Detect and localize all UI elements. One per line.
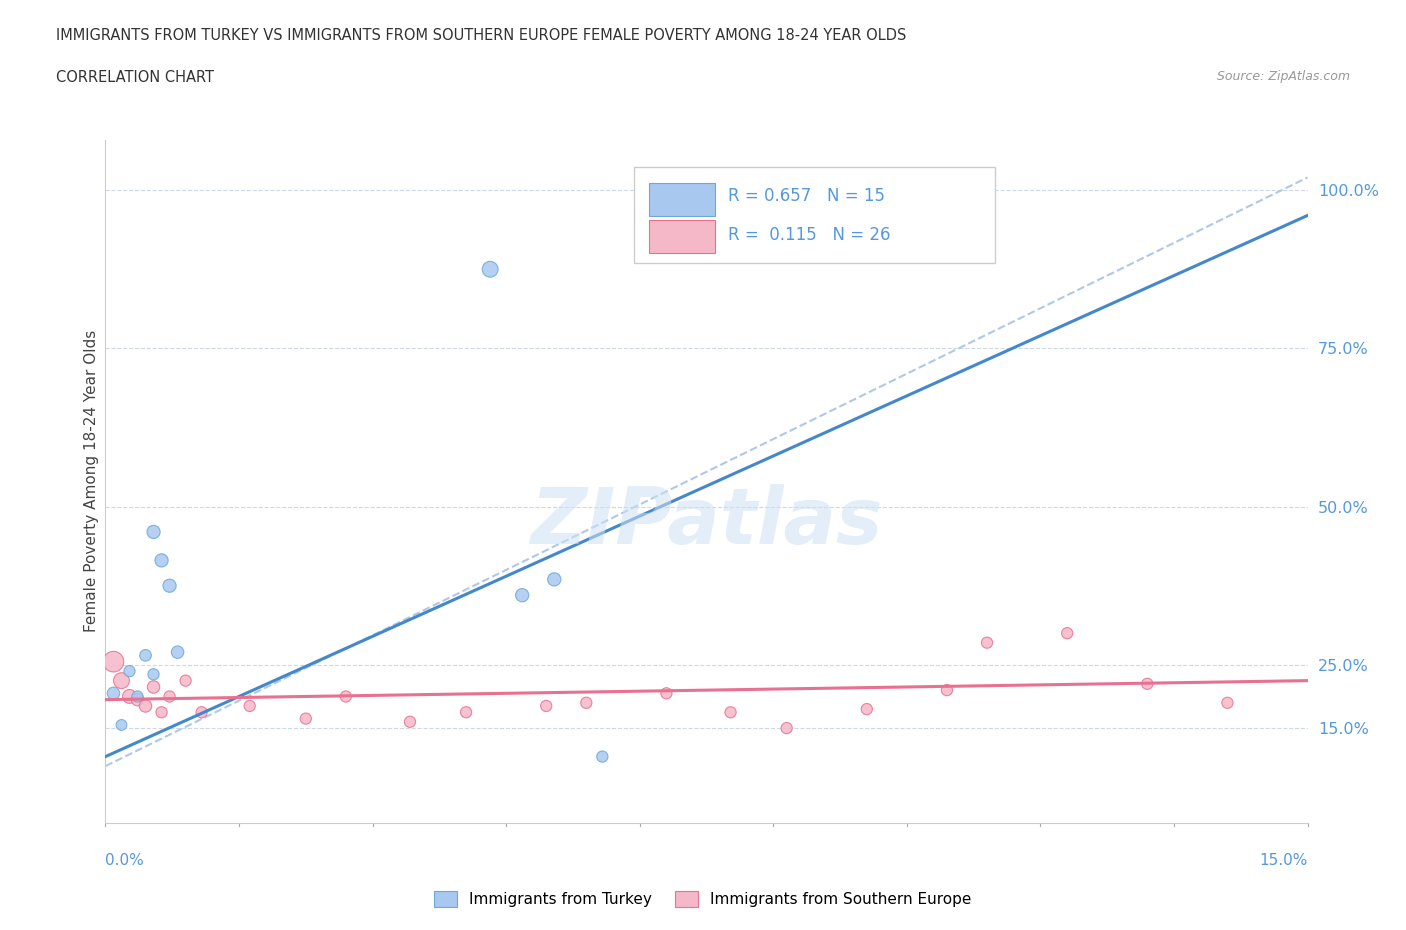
Point — [976, 635, 998, 650]
Point — [150, 705, 173, 720]
Point — [454, 705, 477, 720]
Point — [1216, 696, 1239, 711]
Point — [118, 689, 141, 704]
Point — [1136, 676, 1159, 691]
Point — [103, 685, 125, 700]
FancyBboxPatch shape — [648, 220, 714, 253]
Y-axis label: Female Poverty Among 18-24 Year Olds: Female Poverty Among 18-24 Year Olds — [84, 330, 98, 632]
Text: R =  0.115   N = 26: R = 0.115 N = 26 — [728, 226, 890, 245]
Point — [239, 698, 262, 713]
Point — [776, 721, 799, 736]
Point — [855, 702, 877, 717]
Point — [510, 588, 533, 603]
Point — [190, 705, 212, 720]
Point — [543, 572, 565, 587]
Point — [399, 714, 422, 729]
Point — [720, 705, 742, 720]
Point — [655, 685, 678, 700]
Text: R = 0.657   N = 15: R = 0.657 N = 15 — [728, 187, 886, 205]
Point — [936, 683, 959, 698]
Point — [135, 698, 157, 713]
Point — [479, 262, 502, 277]
Point — [110, 673, 132, 688]
Point — [174, 673, 197, 688]
Legend: Immigrants from Turkey, Immigrants from Southern Europe: Immigrants from Turkey, Immigrants from … — [429, 884, 977, 913]
Point — [103, 654, 125, 669]
Point — [166, 644, 188, 659]
Point — [135, 648, 157, 663]
Point — [142, 667, 165, 682]
Text: 15.0%: 15.0% — [1260, 853, 1308, 868]
Point — [575, 696, 598, 711]
Point — [1056, 626, 1078, 641]
Point — [824, 195, 846, 210]
Point — [335, 689, 357, 704]
Point — [591, 750, 613, 764]
Point — [127, 689, 149, 704]
Point — [534, 698, 557, 713]
Point — [110, 718, 132, 733]
Point — [159, 689, 181, 704]
FancyBboxPatch shape — [648, 183, 714, 216]
Point — [118, 664, 141, 679]
Point — [142, 680, 165, 695]
Text: IMMIGRANTS FROM TURKEY VS IMMIGRANTS FROM SOUTHERN EUROPE FEMALE POVERTY AMONG 1: IMMIGRANTS FROM TURKEY VS IMMIGRANTS FRO… — [56, 28, 907, 43]
Text: ZIPatlas: ZIPatlas — [530, 485, 883, 560]
Point — [295, 711, 318, 726]
Text: 0.0%: 0.0% — [105, 853, 145, 868]
Point — [159, 578, 181, 593]
Point — [127, 692, 149, 707]
Text: Source: ZipAtlas.com: Source: ZipAtlas.com — [1216, 70, 1350, 83]
Point — [142, 525, 165, 539]
Point — [150, 553, 173, 568]
Text: CORRELATION CHART: CORRELATION CHART — [56, 70, 214, 85]
FancyBboxPatch shape — [634, 166, 995, 262]
